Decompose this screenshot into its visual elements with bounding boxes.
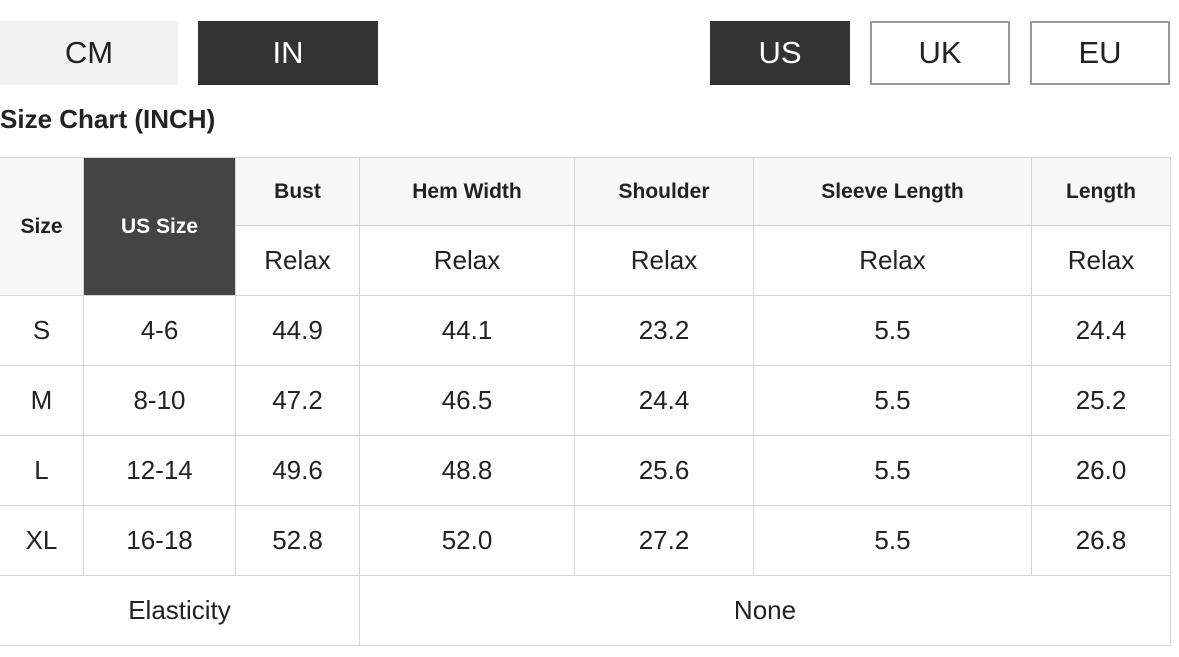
cell: 24.4 — [1031, 295, 1171, 366]
cell: 46.5 — [359, 365, 575, 436]
size-header: Size — [0, 157, 84, 296]
cell: 5.5 — [753, 365, 1032, 436]
cell: 24.4 — [574, 365, 754, 436]
footer-row: Elasticity None — [0, 575, 1171, 646]
cell: 5.5 — [753, 435, 1032, 506]
title: Size Chart (INCH) — [0, 104, 216, 134]
fit-cell: Relax — [359, 225, 575, 296]
unit-button[interactable]: CM — [0, 21, 178, 85]
unit-button[interactable]: IN — [198, 21, 378, 85]
cell: 4-6 — [83, 295, 236, 366]
fit-cell: Relax — [1031, 225, 1171, 296]
cell: 44.1 — [359, 295, 575, 366]
region-button[interactable]: EU — [1030, 21, 1170, 85]
column-header: Bust — [235, 157, 360, 226]
fit-cell: Relax — [235, 225, 360, 296]
column-header: Shoulder — [574, 157, 754, 226]
region-button[interactable]: UK — [870, 21, 1010, 85]
size-row: L 12-14 49.6 48.8 25.6 5.5 26.0 — [0, 435, 1171, 506]
cell: 26.0 — [1031, 435, 1171, 506]
column-header: Hem Width — [359, 157, 575, 226]
cell: 49.6 — [235, 435, 360, 506]
cell: 16-18 — [83, 505, 236, 576]
cell: 8-10 — [83, 365, 236, 436]
us-size-header: US Size — [83, 157, 236, 296]
cell: 5.5 — [753, 295, 1032, 366]
cell: 26.8 — [1031, 505, 1171, 576]
footer-value: None — [359, 575, 1171, 646]
cell: 5.5 — [753, 505, 1032, 576]
cell: 47.2 — [235, 365, 360, 436]
fit-cell: Relax — [753, 225, 1032, 296]
cell: 44.9 — [235, 295, 360, 366]
header-row: Size US Size Bust Hem Width Shoulder Sleeve L… — [0, 157, 1171, 296]
cell: 25.2 — [1031, 365, 1171, 436]
cell: XL — [0, 505, 84, 576]
column-header: Length — [1031, 157, 1171, 226]
cell: L — [0, 435, 84, 506]
cell: 52.8 — [235, 505, 360, 576]
size-table: Size US Size Bust Hem Width Shoulder Sleeve L… — [0, 157, 1171, 646]
size-row: XL 16-18 52.8 52.0 27.2 5.5 26.8 — [0, 505, 1171, 576]
size-row: S 4-6 44.9 44.1 23.2 5.5 24.4 — [0, 295, 1171, 366]
cell: M — [0, 365, 84, 436]
column-header: Sleeve Length — [753, 157, 1032, 226]
region-button[interactable]: US — [710, 21, 850, 85]
cell: 48.8 — [359, 435, 575, 506]
footer-label: Elasticity — [0, 575, 360, 646]
cell: 12-14 — [83, 435, 236, 506]
cell: 52.0 — [359, 505, 575, 576]
cell: 25.6 — [574, 435, 754, 506]
cell: 27.2 — [574, 505, 754, 576]
fit-cell: Relax — [574, 225, 754, 296]
cell: S — [0, 295, 84, 366]
size-row: M 8-10 47.2 46.5 24.4 5.5 25.2 — [0, 365, 1171, 436]
cell: 23.2 — [574, 295, 754, 366]
